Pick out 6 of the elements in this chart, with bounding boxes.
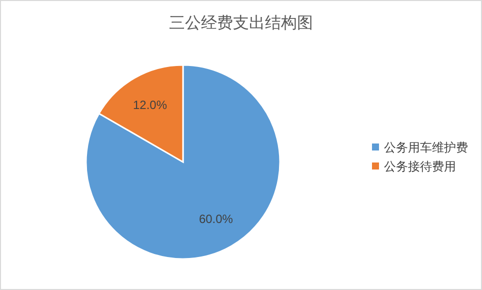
data-label: 60.0% — [198, 212, 234, 226]
legend-label: 公务接待费用 — [384, 160, 456, 174]
pie-slice — [85, 64, 281, 260]
legend-label: 公务用车维护费 — [384, 140, 468, 154]
chart-title: 三公经费支出结构图 — [169, 14, 313, 32]
data-label: 12.0% — [133, 98, 168, 112]
